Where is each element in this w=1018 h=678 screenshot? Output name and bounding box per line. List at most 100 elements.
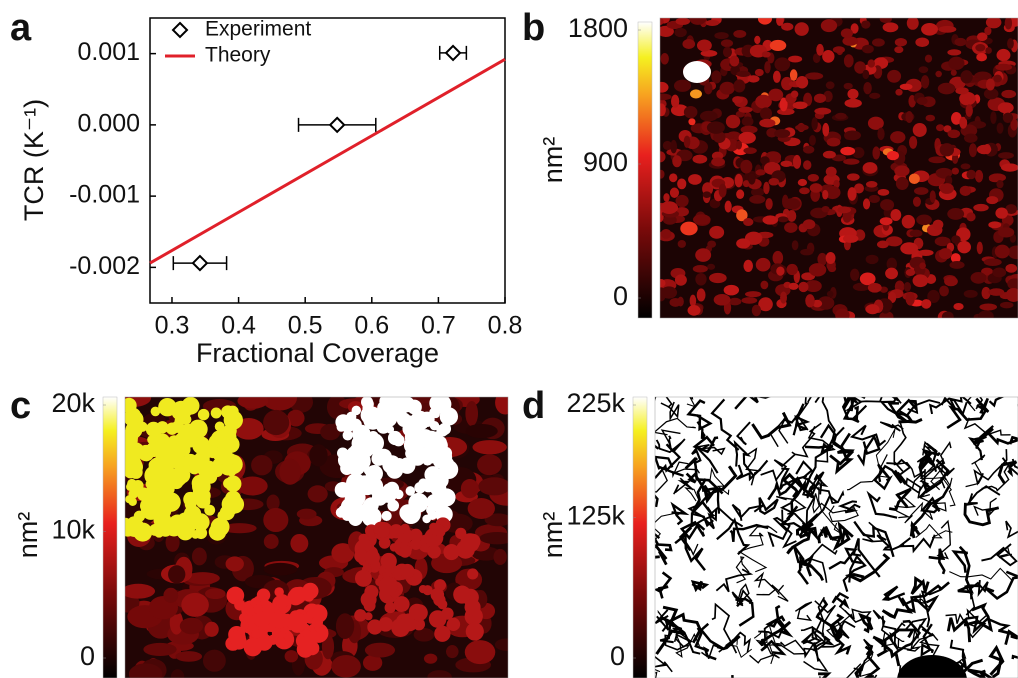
grain (984, 27, 991, 36)
grain (773, 251, 784, 265)
y-tick-label: -0.002 (69, 252, 140, 280)
grain (759, 119, 775, 128)
grain (793, 101, 808, 109)
grain (669, 298, 681, 307)
grain (736, 71, 750, 77)
grain (263, 508, 288, 532)
micrograph (116, 385, 524, 678)
grain (776, 15, 784, 26)
grain (765, 198, 772, 210)
grain (793, 155, 801, 169)
grain (986, 196, 998, 204)
cluster-grain (211, 408, 222, 419)
grain (803, 160, 811, 170)
colorbar-label: nm² (538, 137, 568, 184)
grain (949, 261, 964, 269)
x-axis-label: Fractional Coverage (196, 338, 439, 368)
grain (733, 30, 746, 38)
grain (1005, 264, 1017, 273)
cluster-grain (175, 433, 187, 445)
grain (763, 215, 779, 224)
grain (743, 218, 753, 226)
cluster-grain (192, 436, 210, 454)
grain (745, 291, 761, 297)
grain (906, 269, 915, 276)
grain (810, 183, 823, 193)
grain (896, 177, 909, 190)
grain (887, 151, 899, 160)
cluster-grain (394, 490, 404, 500)
grain (995, 207, 1007, 218)
cluster-grain (351, 501, 363, 513)
grain (747, 75, 759, 82)
grain (760, 281, 768, 290)
grain (986, 78, 995, 90)
cluster-grain (447, 618, 460, 631)
grain (914, 187, 929, 195)
grain (913, 274, 928, 287)
grain (736, 189, 744, 199)
grain (887, 70, 901, 83)
panel-letter: c (10, 385, 31, 427)
cluster-grain (274, 587, 284, 597)
grain (480, 532, 515, 544)
grain (730, 56, 740, 67)
grain (843, 234, 858, 243)
grain (711, 157, 725, 166)
cluster-grain (371, 445, 382, 456)
cluster-grain (218, 449, 234, 465)
grain (657, 103, 666, 116)
grain (928, 156, 945, 163)
grain (655, 82, 669, 93)
cluster-grain (355, 570, 372, 587)
colorbar-tick-label: 225k (566, 388, 625, 418)
grain (995, 64, 1012, 71)
grain (845, 99, 862, 108)
x-tick-label: 0.6 (354, 312, 389, 340)
grain (711, 70, 721, 83)
grain (940, 183, 954, 194)
cluster-grain (240, 621, 248, 629)
colorbar (103, 397, 117, 678)
grain (707, 240, 716, 247)
cluster-grain (394, 596, 410, 612)
grain (866, 181, 878, 188)
grain (774, 129, 790, 138)
grain (975, 44, 985, 52)
grain (285, 650, 299, 662)
y-tick-label: 0.001 (77, 38, 140, 66)
grain (703, 191, 711, 198)
grain (461, 479, 479, 498)
grain (811, 117, 817, 130)
grain (783, 198, 800, 209)
grain (921, 23, 938, 36)
cluster-grain (429, 408, 439, 418)
grain (789, 283, 799, 290)
cluster-grain (183, 492, 198, 507)
grain (226, 556, 244, 571)
grain (814, 94, 826, 103)
cluster-grain (409, 423, 418, 432)
cluster-grain (354, 609, 366, 621)
grain (947, 208, 964, 220)
grain (933, 220, 944, 230)
cluster-grain (302, 629, 311, 638)
grain (781, 23, 793, 31)
grain (921, 299, 931, 309)
cluster-grain (438, 599, 448, 609)
grain (964, 133, 978, 142)
grain (704, 83, 712, 95)
cluster-grain (380, 553, 396, 569)
cluster-grain (372, 468, 381, 477)
grain (847, 173, 860, 180)
cluster-grain (198, 409, 209, 420)
grain (869, 195, 880, 203)
cluster-grain (196, 488, 211, 503)
grain (690, 295, 697, 307)
x-tick-label: 0.5 (288, 312, 323, 340)
grain (805, 294, 815, 307)
grain (675, 274, 687, 285)
grain (998, 102, 1014, 113)
grain (738, 107, 752, 113)
grain (768, 89, 783, 102)
